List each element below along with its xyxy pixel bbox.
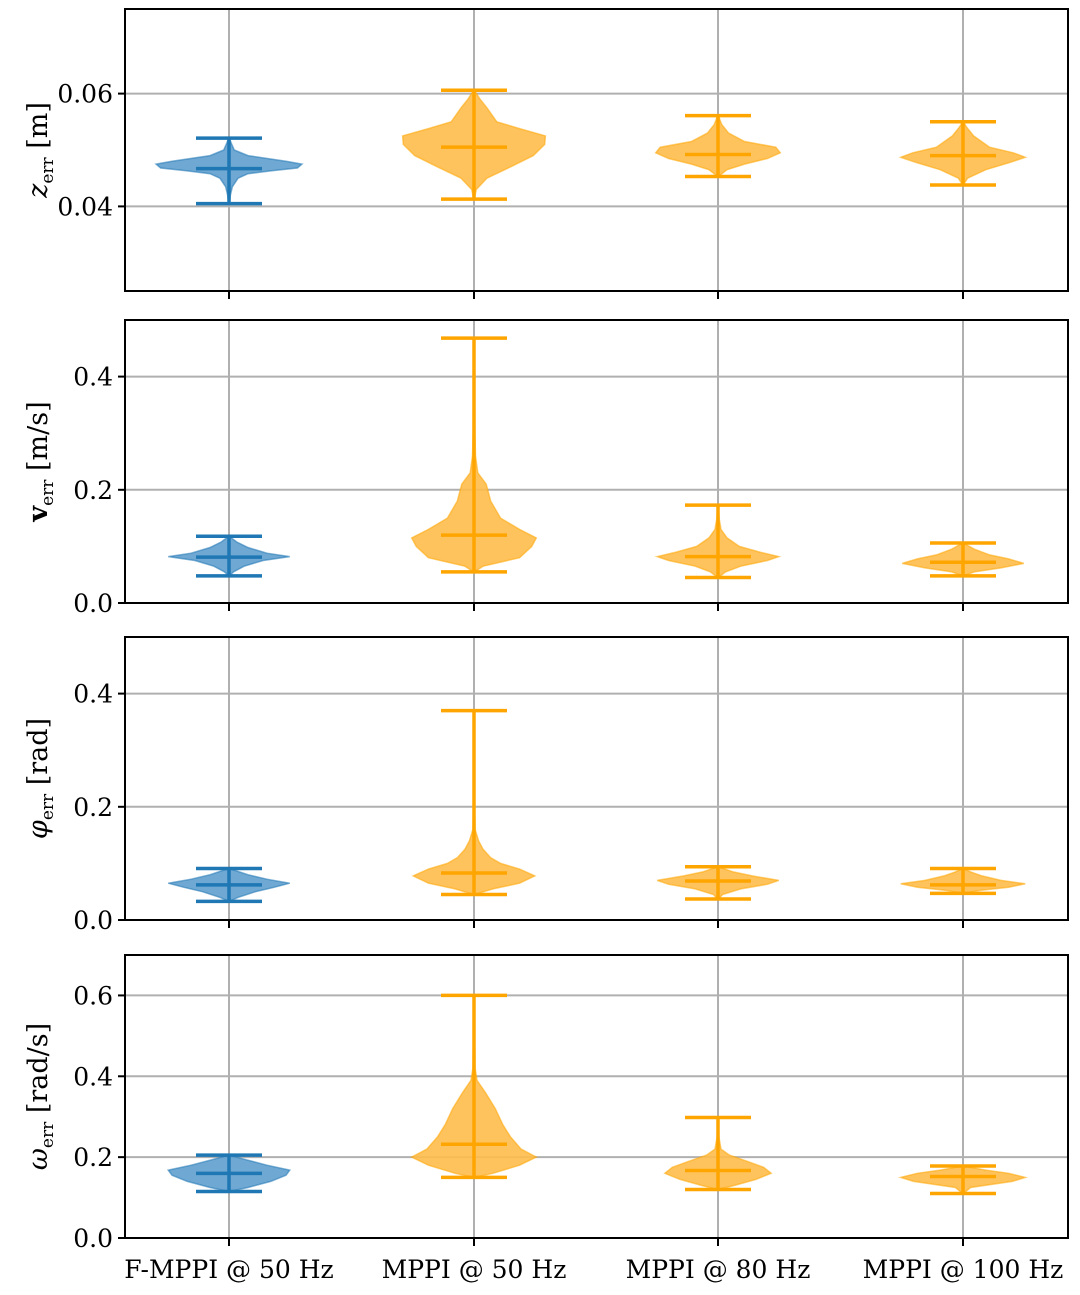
axes-frame [124,319,1069,604]
y-tick-label: 0.2 [73,1143,113,1172]
y-tick-label: 0.0 [73,589,113,618]
panel-3: 0.0 0.2 0.4 φerr [rad] [23,636,1069,935]
x-tick-label: MPPI @ 100 Hz [863,1255,1064,1284]
x-tick-label: MPPI @ 50 Hz [382,1255,567,1284]
y-tick-label: 0.04 [57,192,113,221]
y-axis-label: φerr [rad] [23,718,58,839]
panel-4: 0.0 0.2 0.4 0.6 ωerr [rad/s] F-MPPI @ 50 Hz MP… [23,954,1069,1284]
y-tick-label: 0.2 [73,476,113,505]
y-tick-label: 0.4 [73,1062,113,1091]
panel-2: 0.0 0.2 0.4 verr [m/s] [23,319,1069,618]
y-axis-label: zerr [m] [23,102,58,199]
x-tick-label: F-MPPI @ 50 Hz [124,1255,333,1284]
y-tick-label: 0.2 [73,793,113,822]
y-tick-label: 0.0 [73,906,113,935]
y-tick-label: 0.06 [57,80,113,109]
x-tick-label: MPPI @ 80 Hz [626,1255,811,1284]
axes-frame [124,636,1069,921]
y-tick-label: 0.4 [73,363,113,392]
y-axis-label: verr [m/s] [23,401,58,522]
y-tick-label: 0.6 [73,981,113,1010]
y-tick-label: 0.0 [73,1224,113,1253]
axes-frame [124,954,1069,1239]
y-tick-label: 0.4 [73,680,113,709]
y-axis-label: ωerr [rad/s] [23,1023,58,1170]
axes-frame [124,8,1069,292]
